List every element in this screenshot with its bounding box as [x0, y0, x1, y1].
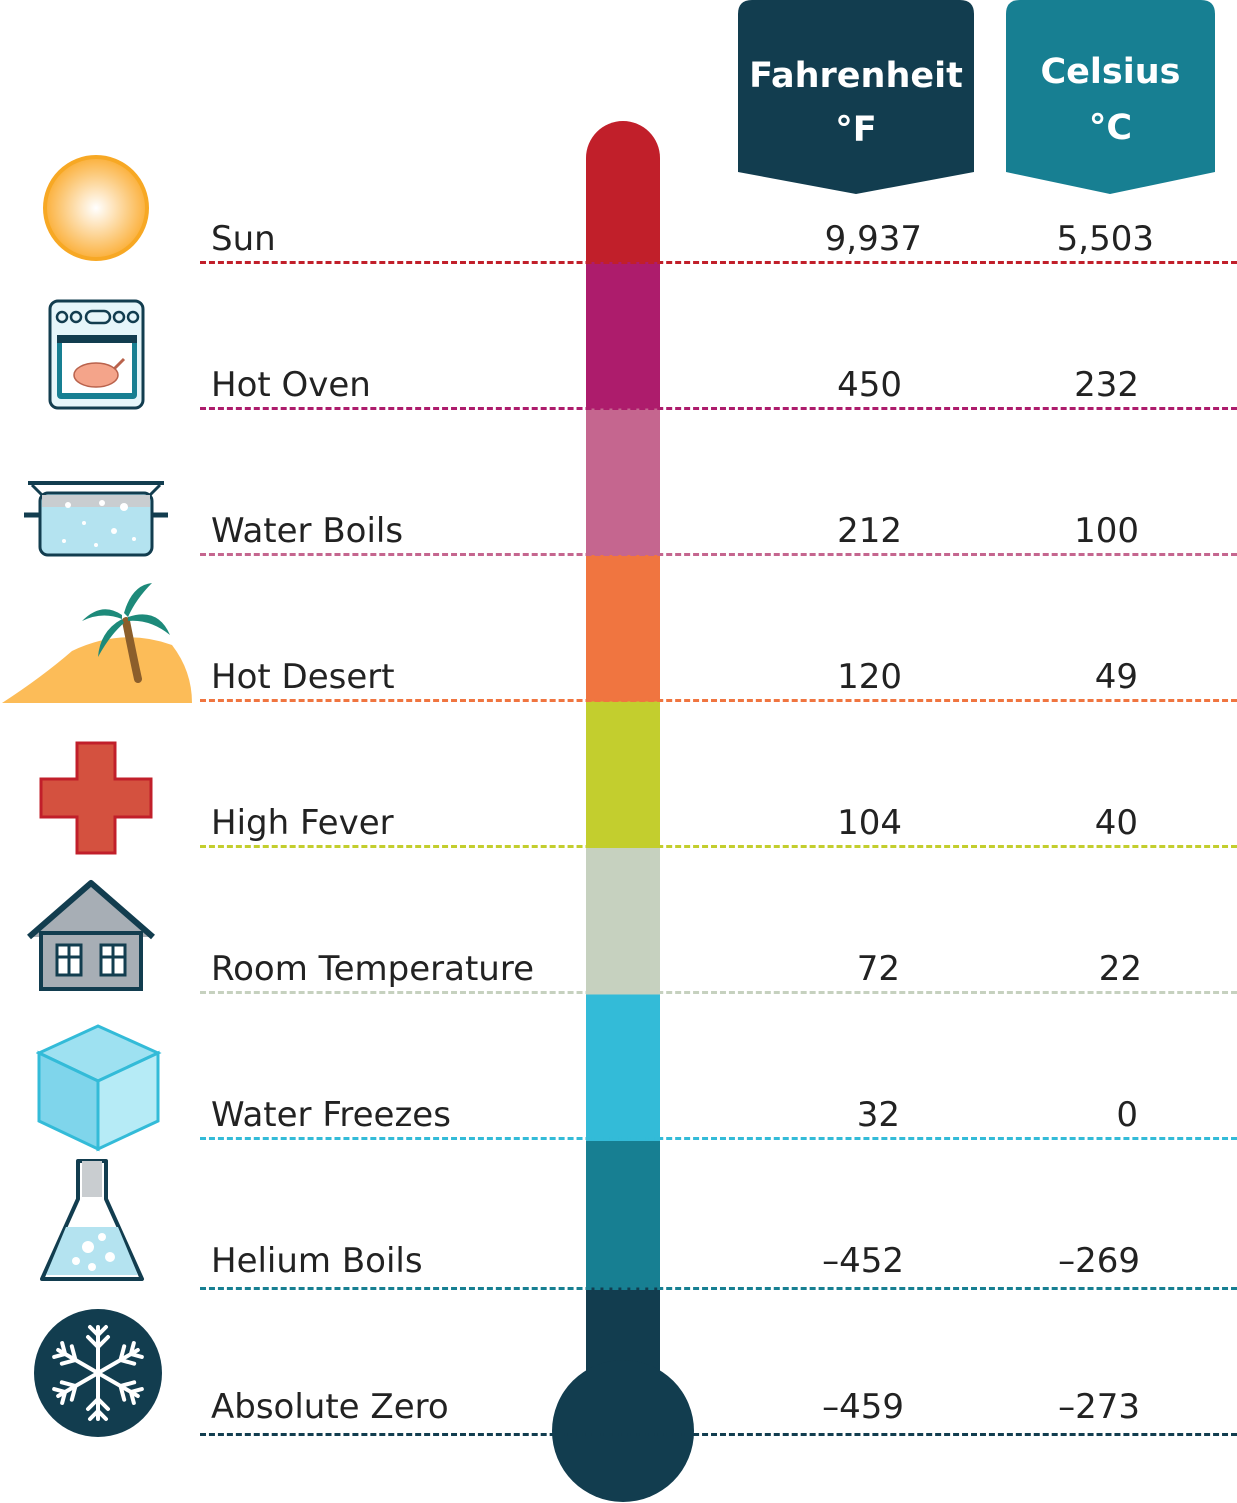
row-divider	[200, 1433, 1237, 1436]
row-label: High Fever	[211, 803, 394, 843]
sun-icon	[42, 153, 152, 267]
row-divider	[200, 699, 1237, 702]
thermometer-bulb	[552, 1360, 694, 1502]
fahrenheit-value: 450	[837, 365, 902, 405]
fahrenheit-value: 104	[837, 803, 902, 843]
fahrenheit-header: Fahrenheit °F	[738, 0, 974, 196]
thermometer-segment	[586, 555, 660, 703]
thermometer-segment	[586, 701, 660, 849]
row-sun: Sun 9,937 5,503	[0, 117, 1237, 264]
fahrenheit-value: 9,937	[824, 219, 922, 259]
row-divider	[200, 991, 1237, 994]
row-label: Room Temperature	[211, 949, 534, 989]
celsius-title: Celsius	[1040, 52, 1181, 92]
row-helium-boils: Helium Boils –452 –269	[0, 1139, 1237, 1290]
flask-icon	[36, 1157, 148, 1291]
thermometer-segment	[586, 408, 660, 556]
celsius-value: 100	[1074, 511, 1139, 551]
fahrenheit-title: Fahrenheit	[749, 56, 963, 96]
celsius-value: 0	[1116, 1095, 1138, 1135]
row-divider	[200, 407, 1237, 410]
boiling-pot-icon	[24, 479, 168, 563]
row-hot-oven: Hot Oven 450 232	[0, 263, 1237, 410]
oven-icon	[48, 299, 146, 415]
row-divider	[200, 261, 1237, 264]
thermometer-segment	[586, 848, 660, 996]
row-divider	[200, 1287, 1237, 1290]
thermometer-cap	[586, 121, 660, 262]
fahrenheit-value: 120	[837, 657, 902, 697]
thermometer-segment	[586, 262, 660, 410]
fahrenheit-value: 72	[856, 949, 900, 989]
house-icon	[25, 879, 157, 997]
celsius-header: Celsius °C	[1006, 0, 1215, 196]
row-hot-desert: Hot Desert 120 49	[0, 555, 1237, 703]
row-room-temperature: Room Temperature 72 22	[0, 847, 1237, 994]
row-label: Absolute Zero	[211, 1387, 449, 1427]
celsius-unit: °C	[1088, 108, 1133, 148]
fahrenheit-value: –459	[822, 1387, 904, 1427]
celsius-value: –273	[1058, 1387, 1140, 1427]
row-divider	[200, 845, 1237, 848]
row-divider	[200, 553, 1237, 556]
row-label: Hot Oven	[211, 365, 371, 405]
row-high-fever: High Fever 104 40	[0, 701, 1237, 855]
fahrenheit-value: –452	[822, 1241, 904, 1281]
desert-island-icon	[2, 581, 194, 709]
fahrenheit-value: 32	[856, 1095, 900, 1135]
celsius-value: 22	[1098, 949, 1142, 989]
row-divider	[200, 1137, 1237, 1140]
thermometer-segment	[586, 994, 660, 1142]
ice-cube-icon	[35, 1023, 162, 1157]
celsius-value: 5,503	[1056, 219, 1154, 259]
celsius-value: –269	[1058, 1241, 1140, 1281]
fahrenheit-value: 212	[837, 511, 902, 551]
celsius-value: 232	[1074, 365, 1139, 405]
row-label: Sun	[211, 219, 276, 259]
row-water-boils: Water Boils 212 100	[0, 409, 1237, 557]
row-label: Water Freezes	[211, 1095, 451, 1135]
snowflake-icon	[32, 1307, 164, 1443]
celsius-value: 49	[1094, 657, 1138, 697]
celsius-value: 40	[1094, 803, 1138, 843]
row-label: Hot Desert	[211, 657, 395, 697]
thermometer-segment	[586, 1141, 660, 1289]
medical-cross-icon	[39, 741, 155, 861]
fahrenheit-unit: °F	[835, 110, 877, 150]
row-label: Helium Boils	[211, 1241, 423, 1281]
row-water-freezes: Water Freezes 32 0	[0, 993, 1237, 1152]
row-label: Water Boils	[211, 511, 404, 551]
row-absolute-zero: Absolute Zero –459 –273	[0, 1285, 1237, 1437]
